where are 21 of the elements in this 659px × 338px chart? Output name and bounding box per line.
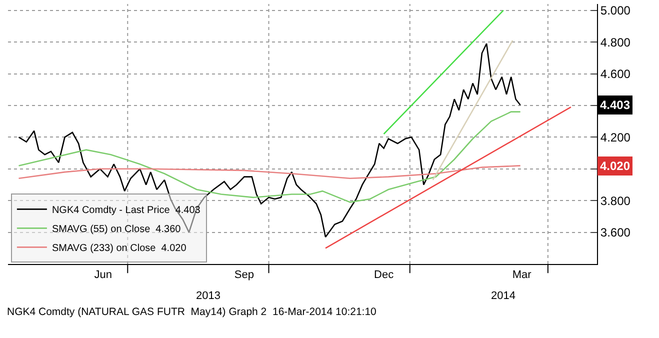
y-tick-label: 4.200 — [600, 130, 631, 144]
y-tick-label: 4.800 — [600, 35, 631, 50]
x-tick-label: Sep — [234, 269, 254, 282]
text: NGK4 Comdty (NATURAL GAS FUTR May14) Graph 2 16-Mar-2014 10:21:10 — [7, 306, 377, 318]
line-series — [18, 42, 521, 238]
y-tick-label: 3.800 — [600, 194, 631, 208]
x-tick-label: Jun — [94, 269, 112, 282]
legend-label: SMAVG (55) on Close 4.360 — [52, 224, 182, 236]
legend-label: NGK4 Comdty - Last Price 4.403 — [52, 205, 201, 216]
y-tick-label: 3.600 — [600, 225, 631, 240]
text: 4.403 — [600, 98, 630, 112]
text: 4.020 — [600, 159, 630, 173]
text: 2013 — [196, 290, 220, 302]
y-tick-label: 5.000 — [600, 4, 631, 18]
x-tick-label: Dec — [374, 269, 394, 282]
legend-label: SMAVG (233) on Close 4.020 — [52, 243, 187, 254]
text: 2014 — [491, 290, 516, 302]
line-series — [18, 165, 521, 180]
line-series — [18, 111, 521, 203]
y-tick-label: 4.600 — [600, 66, 631, 81]
x-tick-label: Mar — [512, 269, 532, 282]
